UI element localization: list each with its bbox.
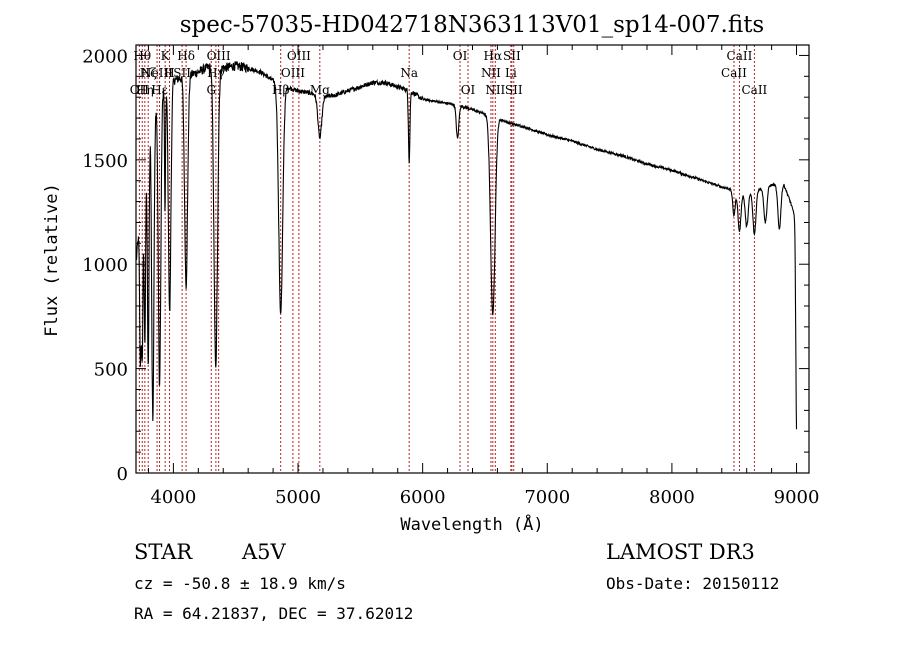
reference-lines [138,45,755,473]
reference-line-label: NII [485,83,505,97]
x-axis-label: Wavelength (Å) [400,513,543,535]
reference-line-label: Hδ [177,49,195,63]
reference-line-label: OIII [287,49,311,63]
obs-date: Obs-Date: 20150112 [606,574,779,593]
reference-line-label: OII [130,83,150,97]
reference-line-label: OIII [207,49,231,63]
reference-line-label: Hε [151,83,168,97]
object-class: STAR [134,540,193,564]
x-tick-label: 7000 [524,487,570,508]
y-tick-label: 500 [94,360,128,381]
object-subclass: A5V [241,540,287,564]
reference-line-label: OI [453,49,468,63]
reference-line-label: Li [505,66,517,80]
x-tick-label: 9000 [774,487,820,508]
y-axis-label: Flux (relative) [42,183,62,337]
reference-line-label: Mg [310,83,330,97]
reference-line-label: CaII [727,49,753,63]
x-axis-ticks: 4000 5000 6000 7000 8000 9000 [147,45,820,508]
reference-line-label: G [206,83,216,97]
reference-line-label: OI [461,83,476,97]
x-tick-label: 8000 [649,487,695,508]
reference-line-label: NII [481,66,501,80]
reference-line-labels: OIIHθHηHζNeIIIHεKHSIIHδGHγOIIIHβOIIIOIII… [130,49,768,97]
reference-line-label: H [164,66,174,80]
reference-line-label: Hη [136,83,154,97]
reference-line-label: Hζ [140,66,157,80]
reference-line-label: CaII [741,83,767,97]
coordinates: RA = 64.21837, DEC = 37.62012 [134,604,413,623]
reference-line-label: OIII [281,66,305,80]
y-tick-label: 1500 [82,151,128,172]
reference-line-label: Hβ [272,83,289,97]
reference-line-label: Hθ [133,49,151,63]
survey-name: LAMOST DR3 [606,540,755,564]
y-tick-label: 1000 [82,255,128,276]
x-tick-label: 4000 [150,487,196,508]
reference-line-label: SII [503,49,521,63]
reference-line-label: Hα [484,49,503,63]
spectrum-line [135,61,798,430]
y-axis-ticks: 0 500 1000 1500 2000 [82,46,809,485]
x-tick-label: 6000 [400,487,446,508]
y-tick-label: 2000 [82,46,128,67]
x-tick-label: 5000 [275,487,321,508]
reference-line-label: SII [505,83,523,97]
reference-line-label: CaII [721,66,747,80]
redshift-text: cz = -50.8 ± 18.9 km/s [134,574,346,593]
reference-line-label: Na [400,66,418,80]
y-tick-label: 0 [117,464,128,485]
reference-line-label: K [161,49,171,63]
chart-title: spec-57035-HD042718N363113V01_sp14-007.f… [180,12,765,38]
reference-line-label: NeIII [141,66,173,80]
